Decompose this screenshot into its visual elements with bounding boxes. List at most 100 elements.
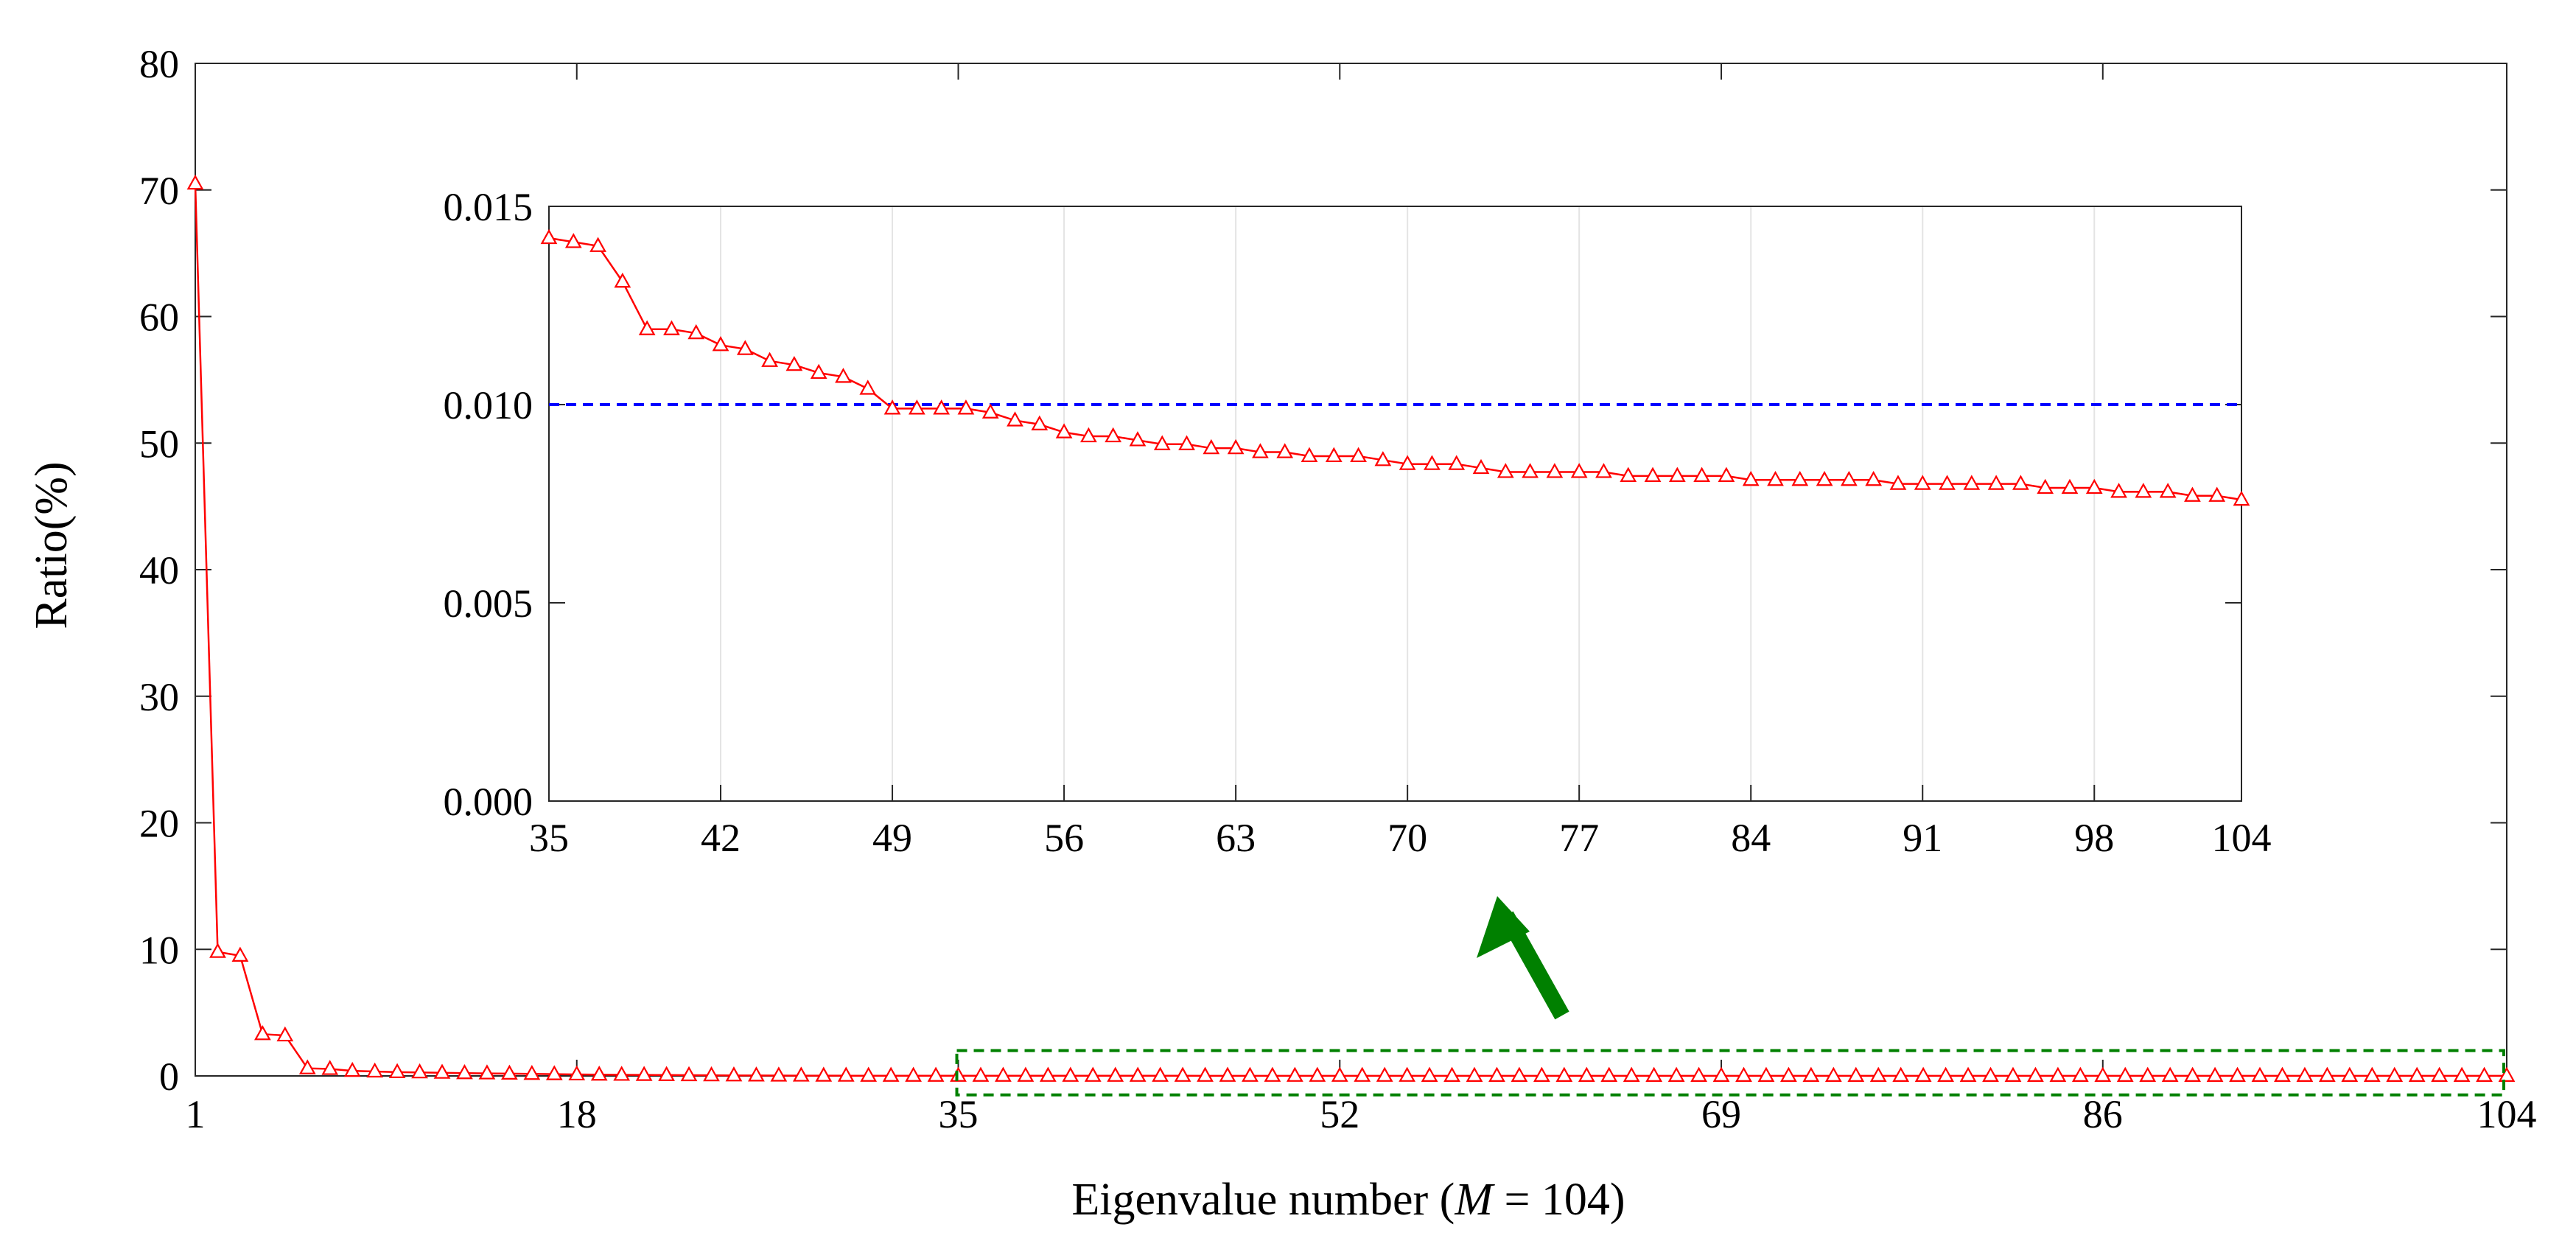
main-data-point (1264, 1066, 1281, 1082)
inset-x-tick-label: 56 (1044, 816, 1084, 860)
main-data-point (658, 1066, 675, 1081)
zoom-region-box (955, 1049, 2505, 1097)
inset-data-point (908, 399, 925, 415)
main-data-point (1039, 1066, 1057, 1082)
inset-data-point (2135, 483, 2152, 498)
inset-series-line (548, 237, 2242, 501)
main-data-point (2206, 1066, 2224, 1082)
main-data-point (2049, 1066, 2067, 1082)
main-data-point (1152, 1066, 1169, 1082)
main-x-tick-label: 52 (1320, 1092, 1359, 1136)
main-data-point (1892, 1066, 1910, 1082)
main-data-point (1466, 1066, 1483, 1082)
inset-data-point (835, 368, 852, 383)
main-data-point (456, 1063, 473, 1080)
inset-data-point (1325, 447, 1343, 463)
inset-x-tick-label: 84 (1731, 816, 1771, 860)
inset-data-point (1055, 423, 1073, 438)
main-data-point (2431, 1066, 2449, 1082)
x-axis-label-text: Eigenvalue number ( (1071, 1175, 1455, 1225)
inset-y-tick-label: 0.010 (444, 383, 533, 427)
inset-data-point (1424, 455, 1441, 470)
main-data-point (2116, 1066, 2134, 1082)
inset-data-point (810, 363, 827, 380)
main-y-tick-label: 70 (139, 169, 179, 213)
inset-data-point (1472, 458, 1490, 475)
inset-x-tick-label: 104 (2212, 816, 2272, 860)
x-axis-label-variable: M (1454, 1175, 1495, 1225)
main-data-point (837, 1066, 855, 1082)
inset-data-point (1939, 475, 1956, 490)
inset-y-tick-label: 0.000 (444, 780, 533, 824)
main-data-point (1600, 1066, 1618, 1082)
main-y-tick-label: 0 (159, 1055, 179, 1099)
main-data-point (1578, 1066, 1595, 1082)
inset-data-point (1178, 435, 1195, 450)
main-data-point (1780, 1066, 1797, 1082)
inset-data-point (1374, 451, 1392, 466)
inset-data-point (1105, 427, 1122, 443)
inset-data-point (1031, 415, 1049, 431)
inset-data-point (1399, 455, 1416, 470)
inset-data-point (1276, 443, 1294, 458)
main-data-point (2139, 1066, 2157, 1082)
inset-data-point (1742, 470, 1760, 486)
main-data-point (2296, 1066, 2314, 1082)
inset-data-point (1153, 435, 1171, 450)
main-data-point (1421, 1066, 1438, 1082)
main-data-point (1219, 1066, 1236, 1082)
main-data-point (1824, 1066, 1842, 1082)
main-data-point (2341, 1066, 2359, 1082)
main-data-point (2004, 1066, 2022, 1082)
inset-data-point (1644, 466, 1662, 482)
main-y-tick-label: 80 (139, 42, 179, 86)
main-data-point (1757, 1066, 1775, 1082)
main-data-point (1667, 1066, 1685, 1082)
inset-x-tick-label: 49 (872, 816, 912, 860)
main-data-point (635, 1066, 653, 1081)
inset-y-tick-label: 0.005 (444, 581, 533, 626)
main-data-point (1645, 1066, 1663, 1082)
inset-data-point (614, 272, 631, 288)
inset-data-point (1129, 431, 1147, 447)
main-data-point (253, 1025, 271, 1041)
inset-data-point (589, 237, 606, 252)
main-data-point (298, 1059, 316, 1074)
x-axis-label-tail: = 104) (1493, 1175, 1625, 1225)
main-data-point (523, 1064, 541, 1080)
inset-data-point (1227, 438, 1245, 455)
main-data-point (1062, 1066, 1079, 1082)
main-y-tick-label: 20 (139, 802, 179, 846)
inset-data-point (933, 399, 951, 415)
inset-y-tick-label: 0.015 (444, 185, 533, 229)
main-data-point (209, 943, 226, 958)
inset-data-point (1791, 470, 1809, 486)
inset-data-point (1448, 455, 1466, 470)
inset-data-point (1620, 466, 1637, 482)
main-data-point (792, 1066, 810, 1082)
inset-x-tick-label: 63 (1216, 816, 1256, 860)
main-data-point (2229, 1066, 2246, 1082)
main-data-point (2274, 1066, 2291, 1082)
main-data-point (748, 1066, 765, 1082)
inset-data-point (1693, 466, 1710, 482)
main-data-point (433, 1063, 451, 1079)
inset-data-point (1203, 438, 1220, 455)
main-data-point (770, 1066, 788, 1082)
main-data-point (860, 1066, 878, 1082)
main-data-point (568, 1065, 586, 1081)
main-data-point (2184, 1066, 2201, 1082)
main-x-tick-label: 1 (186, 1092, 206, 1136)
inset-chart: 0.000 0.005 0.010 0.015 35 42 49 56 63 70 77 84 91 98… (444, 185, 2272, 860)
main-y-tick-label: 60 (139, 296, 179, 340)
main-data-point (2251, 1066, 2269, 1082)
main-data-point (1488, 1066, 1505, 1082)
y-axis-label: Ratio(%) (27, 461, 77, 629)
main-data-point (905, 1066, 922, 1082)
inset-data-point (2233, 490, 2250, 506)
main-data-point (1982, 1066, 1999, 1082)
inset-x-tick-label: 70 (1387, 816, 1427, 860)
main-data-point (1511, 1066, 1528, 1082)
